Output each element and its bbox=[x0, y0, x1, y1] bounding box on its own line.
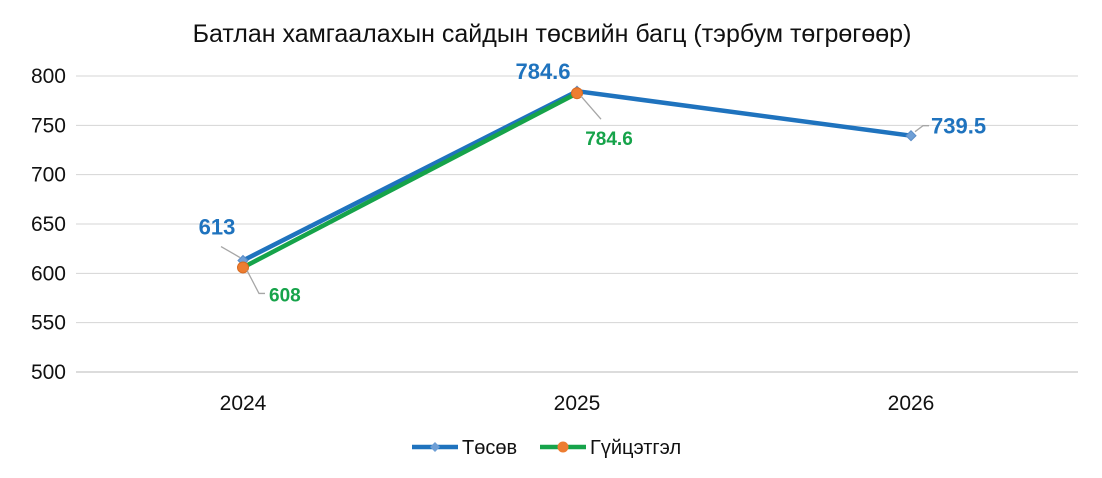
x-tick-label: 2026 bbox=[888, 392, 935, 415]
data-label: 784.6 bbox=[515, 59, 570, 84]
y-tick-label: 550 bbox=[31, 312, 66, 335]
legend-marker bbox=[430, 442, 440, 452]
data-label: 739.5 bbox=[931, 114, 986, 139]
x-tick-label: 2024 bbox=[220, 392, 267, 415]
leader-line bbox=[220, 245, 241, 259]
legend-marker bbox=[557, 441, 569, 453]
y-tick-label: 750 bbox=[31, 114, 66, 137]
legend-label: Гүйцэтгэл bbox=[590, 437, 681, 459]
data-label: 608 bbox=[269, 285, 301, 306]
y-tick-label: 650 bbox=[31, 213, 66, 236]
y-tick-label: 600 bbox=[31, 262, 66, 285]
x-axis-ticks: 2024 2025 2026 bbox=[220, 392, 935, 415]
y-tick-label: 700 bbox=[31, 164, 66, 187]
x-tick-label: 2025 bbox=[554, 392, 601, 415]
chart-title: Батлан хамгаалахын сайдын төсвийн багц (… bbox=[193, 20, 912, 48]
point-marker bbox=[905, 129, 917, 142]
legend-label: Төсөв bbox=[462, 437, 517, 459]
series-markers bbox=[237, 85, 917, 274]
leader-line bbox=[914, 125, 929, 133]
point-marker bbox=[571, 87, 583, 100]
legend: Төсөв Гүйцэтгэл bbox=[412, 437, 681, 459]
series-line bbox=[241, 88, 912, 263]
y-tick-label: 500 bbox=[31, 361, 66, 384]
y-axis-ticks: 500 550 600 650 700 750 800 bbox=[31, 65, 66, 384]
data-labels: 613 784.6 739.5 608 784.6 bbox=[199, 59, 986, 306]
point-marker bbox=[237, 261, 249, 274]
leader-line bbox=[246, 270, 265, 295]
data-label: 613 bbox=[199, 215, 236, 240]
series-line bbox=[241, 91, 579, 270]
data-label: 784.6 bbox=[585, 129, 633, 150]
leader-line bbox=[580, 95, 602, 120]
y-tick-label: 800 bbox=[31, 65, 66, 88]
series-lines bbox=[241, 88, 912, 270]
